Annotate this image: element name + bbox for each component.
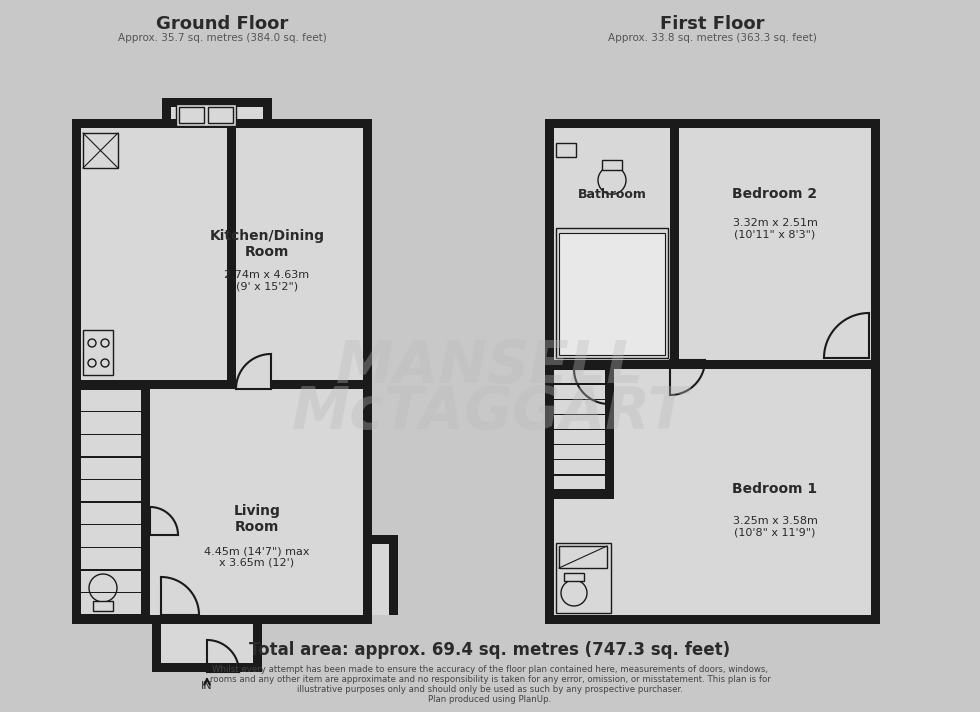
Text: First Floor: First Floor bbox=[660, 15, 764, 33]
Bar bbox=[72, 615, 372, 624]
Text: Plan produced using PlanUp.: Plan produced using PlanUp. bbox=[428, 694, 552, 703]
Bar bbox=[564, 573, 584, 581]
Bar bbox=[81, 569, 141, 570]
Bar bbox=[545, 615, 880, 624]
Bar bbox=[556, 543, 611, 613]
Bar bbox=[263, 98, 272, 128]
Bar bbox=[162, 98, 171, 128]
Text: Bedroom 2: Bedroom 2 bbox=[732, 187, 817, 201]
Bar bbox=[152, 624, 161, 672]
Bar bbox=[179, 107, 204, 123]
Bar bbox=[554, 490, 605, 499]
Bar bbox=[253, 624, 262, 672]
Bar bbox=[554, 474, 605, 476]
Bar bbox=[554, 399, 605, 400]
Bar bbox=[81, 614, 141, 616]
Bar bbox=[81, 388, 141, 389]
Bar bbox=[141, 389, 150, 615]
Bar bbox=[363, 535, 398, 615]
Bar bbox=[81, 411, 141, 412]
Bar bbox=[363, 119, 372, 624]
Bar bbox=[162, 98, 272, 107]
Text: McTAGGART: McTAGGART bbox=[292, 384, 688, 441]
Bar bbox=[871, 119, 880, 624]
Bar bbox=[556, 142, 576, 157]
Bar bbox=[605, 369, 614, 499]
Text: Whilst every attempt has been made to ensure the accuracy of the floor plan cont: Whilst every attempt has been made to en… bbox=[212, 664, 768, 674]
Bar bbox=[556, 228, 668, 358]
Text: Ground Floor: Ground Floor bbox=[156, 15, 288, 33]
Bar bbox=[271, 380, 363, 389]
Bar bbox=[363, 535, 398, 544]
Bar bbox=[81, 524, 141, 525]
Bar bbox=[554, 360, 871, 369]
Bar bbox=[389, 535, 398, 615]
Bar bbox=[559, 233, 665, 355]
Text: 4.45m (14'7") max
x 3.65m (12'): 4.45m (14'7") max x 3.65m (12') bbox=[204, 546, 310, 567]
Bar bbox=[208, 107, 233, 123]
Text: Kitchen/Dining
Room: Kitchen/Dining Room bbox=[210, 229, 324, 259]
Text: Bathroom: Bathroom bbox=[577, 187, 647, 201]
Bar bbox=[81, 434, 141, 435]
Bar bbox=[81, 456, 141, 458]
Text: rooms and any other item are approximate and no responsibility is taken for any : rooms and any other item are approximate… bbox=[210, 674, 770, 684]
Bar bbox=[83, 133, 118, 168]
Text: 3.32m x 2.51m
(10'11" x 8'3"): 3.32m x 2.51m (10'11" x 8'3") bbox=[733, 218, 817, 240]
Bar bbox=[554, 444, 605, 445]
Bar bbox=[554, 368, 605, 370]
Text: Approx. 33.8 sq. metres (363.3 sq. feet): Approx. 33.8 sq. metres (363.3 sq. feet) bbox=[608, 33, 816, 43]
Text: Total area: approx. 69.4 sq. metres (747.3 sq. feet): Total area: approx. 69.4 sq. metres (747… bbox=[250, 641, 730, 659]
Bar bbox=[545, 119, 554, 624]
Bar bbox=[72, 119, 372, 128]
Text: Living
Room: Living Room bbox=[233, 504, 280, 534]
Bar bbox=[81, 380, 236, 389]
Bar bbox=[554, 489, 605, 491]
Bar bbox=[152, 624, 262, 672]
Bar bbox=[559, 546, 607, 568]
Bar bbox=[81, 501, 141, 503]
Text: Approx. 35.7 sq. metres (384.0 sq. feet): Approx. 35.7 sq. metres (384.0 sq. feet) bbox=[118, 33, 326, 43]
Bar bbox=[227, 128, 236, 380]
Bar bbox=[81, 592, 141, 593]
Bar bbox=[81, 478, 141, 480]
Bar bbox=[162, 98, 272, 128]
Bar bbox=[554, 429, 605, 430]
Bar bbox=[72, 119, 372, 624]
Bar bbox=[545, 119, 880, 624]
Bar bbox=[83, 330, 113, 375]
Bar bbox=[670, 128, 679, 369]
Text: illustrative purposes only and should only be used as such by any prospective pu: illustrative purposes only and should on… bbox=[297, 684, 683, 693]
Text: IN: IN bbox=[201, 681, 213, 691]
Bar bbox=[152, 663, 262, 672]
Text: 3.25m x 3.58m
(10'8" x 11'9"): 3.25m x 3.58m (10'8" x 11'9") bbox=[733, 516, 817, 538]
Text: Bedroom 1: Bedroom 1 bbox=[732, 482, 817, 496]
Bar bbox=[81, 547, 141, 548]
Bar bbox=[93, 601, 113, 611]
Bar bbox=[554, 459, 605, 461]
Bar bbox=[602, 160, 622, 170]
Bar bbox=[545, 119, 880, 128]
Bar bbox=[554, 414, 605, 415]
Text: 2.74m x 4.63m
(9' x 15'2"): 2.74m x 4.63m (9' x 15'2") bbox=[224, 270, 310, 292]
Text: MANSELL: MANSELL bbox=[336, 338, 644, 395]
Bar bbox=[72, 119, 81, 624]
Bar bbox=[176, 104, 236, 126]
